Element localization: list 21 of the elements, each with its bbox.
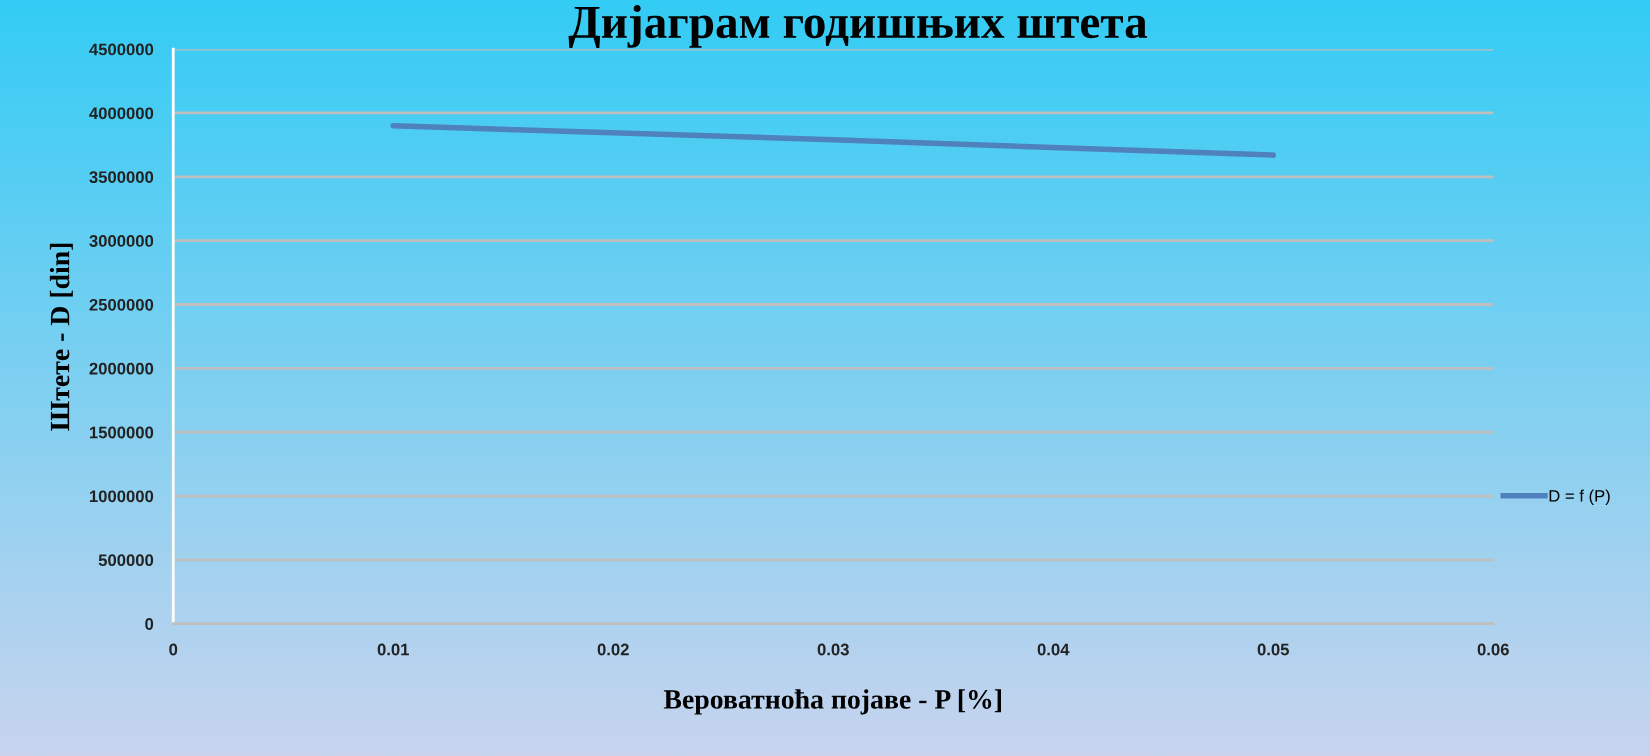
- y-axis-title: Штете - D [din]: [49, 243, 73, 431]
- y-tick-label: 500000: [98, 554, 154, 567]
- y-tick-label: 2000000: [89, 362, 154, 375]
- x-tick-label: 0.01: [377, 643, 410, 656]
- x-tick-label: 0.06: [1477, 643, 1509, 656]
- x-tick-label: 0.04: [1037, 643, 1070, 656]
- y-tick-label: 3000000: [89, 235, 154, 247]
- y-tick-label: 2500000: [89, 298, 154, 311]
- y-tick-label: 4000000: [89, 107, 154, 120]
- y-tick-label: 1000000: [89, 490, 154, 503]
- legend-label: D = f (P): [1549, 489, 1610, 506]
- x-axis-title: Вероватноћа појаве - P [%]: [663, 689, 1002, 715]
- x-tick-label: 0: [169, 643, 178, 656]
- x-tick-label: 0.03: [817, 643, 849, 656]
- y-tick-label: 1500000: [89, 426, 154, 439]
- x-tick-label: 0.02: [597, 643, 629, 656]
- y-tick-label: 4500000: [89, 43, 154, 56]
- chart-title: Дијаграм годишњих штета: [568, 5, 1148, 48]
- x-tick-label: 0.05: [1257, 643, 1290, 656]
- y-tick-label: 3500000: [89, 171, 154, 184]
- y-tick-label: 0: [145, 618, 154, 630]
